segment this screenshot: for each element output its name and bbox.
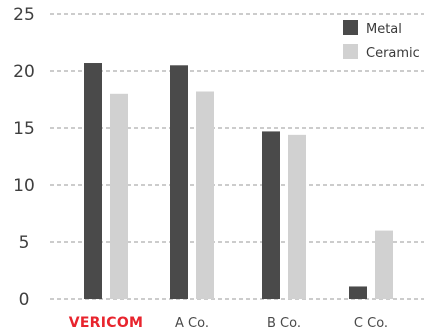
y-tick-label: 5 — [19, 233, 30, 253]
y-tick-label: 15 — [13, 119, 35, 139]
bar-metal-1 — [170, 65, 188, 299]
legend-swatch-ceramic — [343, 44, 358, 59]
bar-ceramic-1 — [196, 91, 214, 300]
bar-ceramic-3 — [375, 230, 393, 299]
x-category-label: C Co. — [354, 316, 388, 331]
y-tick-label: 25 — [13, 5, 35, 25]
bar-metal-2 — [262, 131, 280, 299]
bars — [84, 63, 393, 300]
bar-ceramic-0 — [110, 93, 128, 299]
x-category-label: VERICOM — [69, 315, 144, 331]
y-tick-label: 10 — [13, 176, 35, 196]
y-tick-label: 20 — [13, 62, 35, 82]
bar-metal-0 — [84, 63, 102, 299]
x-category-label: A Co. — [175, 316, 209, 331]
y-axis-ticks: 0 5 10 15 20 25 — [13, 5, 35, 310]
bar-ceramic-2 — [288, 134, 306, 299]
legend-label-ceramic: Ceramic — [366, 46, 420, 61]
legend: Metal Ceramic — [343, 20, 420, 61]
y-tick-label: 0 — [19, 290, 30, 310]
x-category-label: B Co. — [267, 316, 301, 331]
legend-label-metal: Metal — [366, 22, 402, 37]
bar-metal-3 — [349, 286, 367, 299]
x-axis-labels: VERICOM A Co. B Co. C Co. — [69, 315, 388, 331]
legend-swatch-metal — [343, 20, 358, 35]
